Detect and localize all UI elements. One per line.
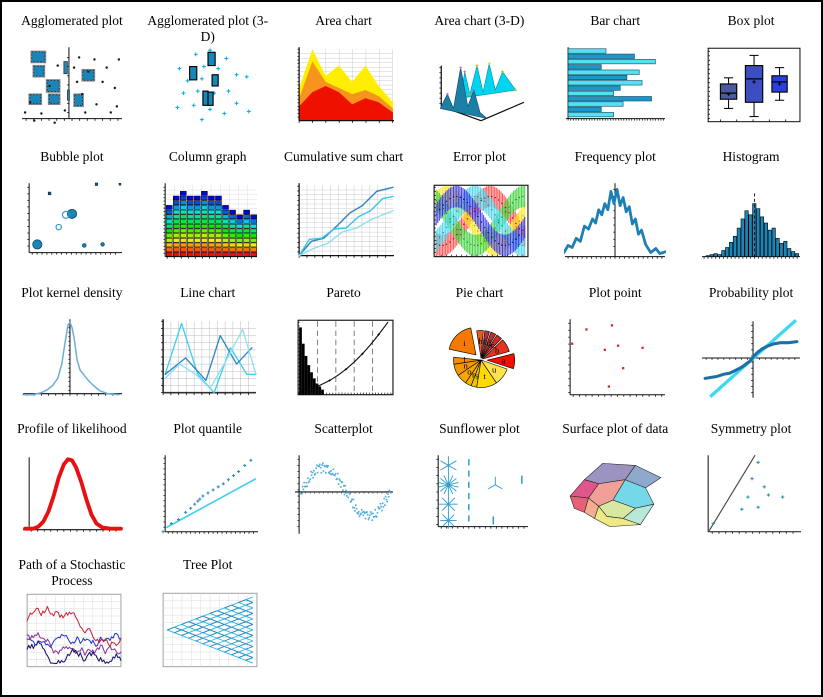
chart-title-path-of-a-stochastic-process: Path of a Stochastic Process <box>18 557 126 588</box>
chart-title-area-chart: Area chart <box>315 13 372 28</box>
area-chart-3d-thumbnail <box>439 62 525 122</box>
plot-kernel-density-thumbnail <box>22 319 122 396</box>
gallery-cell-surface-plot-of-data[interactable]: Surface plot of data <box>547 414 683 550</box>
chart-title-bubble-plot: Bubble plot <box>40 149 104 164</box>
svg-text:u: u <box>492 365 497 375</box>
gallery-cell-profile-of-likelihood[interactable]: Profile of likelihood <box>4 414 140 550</box>
chart-title-cumulative-sum-chart: Cumulative sum chart <box>283 149 404 164</box>
symmetry-plot-thumbnail <box>707 454 802 534</box>
surface-plot-of-data-thumbnail <box>570 463 662 527</box>
path-of-a-stochastic-process-thumbnail <box>26 593 122 667</box>
gallery-cell-sunflower-plot[interactable]: Sunflower plot <box>411 414 547 550</box>
chart-title-histogram: Histogram <box>722 149 780 164</box>
bubble-plot-thumbnail <box>27 182 122 255</box>
plot-quantile-thumbnail <box>161 455 258 534</box>
chart-title-plot-point: Plot point <box>588 285 642 300</box>
svg-text:b: b <box>495 345 499 355</box>
area-chart-thumbnail <box>297 47 394 123</box>
gallery-cell-pie-chart[interactable]: Pie chart a b c d f h i l n o r s t u <box>411 278 547 414</box>
gallery-grid: Agglomerated plot Agglomerated plot (3-D)… <box>4 6 819 686</box>
gallery-cell-plot-point[interactable]: Plot point <box>547 278 683 414</box>
chart-title-pie-chart: Pie chart <box>455 285 504 300</box>
svg-text:n: n <box>464 361 469 371</box>
chart-title-profile-of-likelihood: Profile of likelihood <box>17 421 127 436</box>
chart-title-frequency-plot: Frequency plot <box>574 149 656 164</box>
svg-text:i: i <box>464 338 467 348</box>
chart-title-probability-plot: Probability plot <box>708 285 794 300</box>
agglomerated-plot-3d-thumbnail <box>175 48 251 122</box>
sunflower-plot-thumbnail <box>436 455 529 529</box>
bar-chart-thumbnail <box>566 47 666 121</box>
svg-text:h: h <box>479 336 484 346</box>
gallery-cell-tree-plot[interactable]: Tree Plot <box>140 550 276 686</box>
scatterplot-thumbnail <box>294 455 393 534</box>
gallery-cell-symmetry-plot[interactable]: Symmetry plot <box>683 414 819 550</box>
svg-text:f: f <box>484 337 487 347</box>
histogram-thumbnail <box>702 193 801 259</box>
chart-title-tree-plot: Tree Plot <box>183 557 233 572</box>
gallery-cell-agglomerated-plot[interactable]: Agglomerated plot <box>4 6 140 142</box>
gallery-cell-cumulative-sum-chart[interactable]: Cumulative sum chart <box>276 142 412 278</box>
profile-of-likelihood-thumbnail <box>22 457 123 532</box>
chart-title-surface-plot-of-data: Surface plot of data <box>562 421 669 436</box>
gallery-cell-histogram[interactable]: Histogram <box>683 142 819 278</box>
gallery-cell-agglomerated-plot-3d[interactable]: Agglomerated plot (3-D) <box>140 6 276 142</box>
gallery-cell-path-of-a-stochastic-process[interactable]: Path of a Stochastic Process <box>4 550 140 686</box>
gallery-cell-plot-kernel-density[interactable]: Plot kernel density <box>4 278 140 414</box>
chart-title-box-plot: Box plot <box>727 13 775 28</box>
chart-title-pareto: Pareto <box>326 285 361 300</box>
gallery-cell-box-plot[interactable]: Box plot <box>683 6 819 142</box>
line-chart-thumbnail <box>160 319 257 396</box>
chart-title-agglomerated-plot-3d: Agglomerated plot (3-D) <box>147 13 269 44</box>
chart-title-sunflower-plot: Sunflower plot <box>439 421 520 436</box>
chart-title-symmetry-plot: Symmetry plot <box>710 421 792 436</box>
svg-text:t: t <box>484 371 487 381</box>
agglomerated-plot-thumbnail <box>21 47 122 124</box>
frequency-plot-thumbnail <box>564 183 667 259</box>
gallery-cell-scatterplot[interactable]: Scatterplot <box>276 414 412 550</box>
chart-title-bar-chart: Bar chart <box>590 13 641 28</box>
svg-text:d: d <box>487 338 492 348</box>
probability-plot-thumbnail <box>702 319 801 398</box>
svg-text:c: c <box>491 340 495 350</box>
chart-title-agglomerated-plot: Agglomerated plot <box>21 13 123 28</box>
gallery-cell-bubble-plot[interactable]: Bubble plot <box>4 142 140 278</box>
box-plot-thumbnail <box>707 47 801 123</box>
gallery-cell-pareto[interactable]: Pareto <box>276 278 412 414</box>
gallery-cell-plot-quantile[interactable]: Plot quantile <box>140 414 276 550</box>
gallery-cell-bar-chart[interactable]: Bar chart <box>547 6 683 142</box>
plot-point-thumbnail <box>568 319 666 397</box>
svg-text:s: s <box>475 371 479 381</box>
cumulative-sum-chart-thumbnail <box>296 183 394 258</box>
chart-title-line-chart: Line chart <box>180 285 236 300</box>
svg-text:l: l <box>464 355 467 365</box>
gallery-cell-error-plot[interactable]: Error plot <box>411 142 547 278</box>
chart-title-error-plot: Error plot <box>452 149 506 164</box>
chart-title-area-chart-3d: Area chart (3-D) <box>434 13 525 28</box>
pareto-thumbnail <box>297 319 394 396</box>
chart-title-column-graph: Column graph <box>168 149 247 164</box>
svg-text:a: a <box>502 355 506 365</box>
gallery-cell-column-graph[interactable]: Column graph <box>140 142 276 278</box>
chart-title-scatterplot: Scatterplot <box>314 421 373 436</box>
gallery-cell-frequency-plot[interactable]: Frequency plot <box>547 142 683 278</box>
svg-text:o: o <box>468 366 472 376</box>
tree-plot-thumbnail <box>162 592 258 668</box>
gallery-cell-line-chart[interactable]: Line chart <box>140 278 276 414</box>
gallery-cell-area-chart[interactable]: Area chart <box>276 6 412 142</box>
gallery-cell-area-chart-3d[interactable]: Area chart (3-D) <box>411 6 547 142</box>
chart-title-plot-kernel-density: Plot kernel density <box>21 285 123 300</box>
error-plot-thumbnail <box>433 184 529 258</box>
column-graph-thumbnail <box>163 183 257 259</box>
svg-text:r: r <box>472 369 475 379</box>
gallery-cell-probability-plot[interactable]: Probability plot <box>683 278 819 414</box>
chart-title-plot-quantile: Plot quantile <box>173 421 243 436</box>
